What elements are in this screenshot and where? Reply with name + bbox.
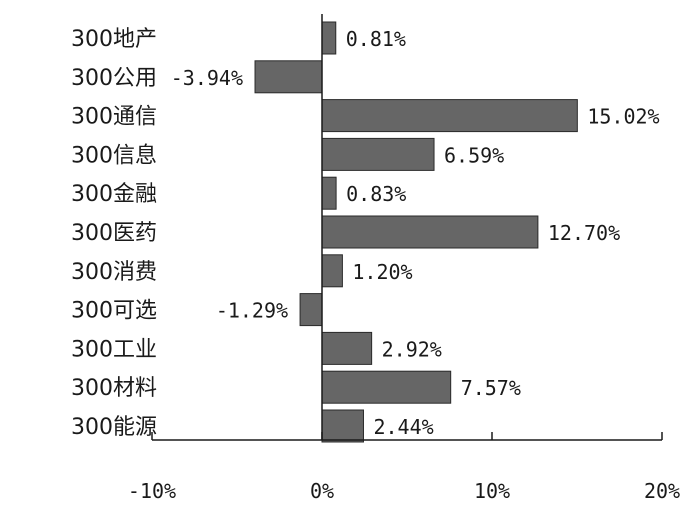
- bar-7: [299, 293, 323, 327]
- bar-5: [321, 215, 539, 249]
- bar-10: [321, 409, 364, 443]
- bar-1: [254, 60, 323, 94]
- category-label: 300能源: [71, 415, 157, 440]
- category-label: 300金融: [71, 182, 157, 207]
- x-tick-label: -10%: [128, 479, 176, 503]
- bar-3: [321, 137, 435, 171]
- x-ticks-group: -10% 0% 10% 20%: [128, 432, 680, 503]
- value-label: 1.20%: [352, 260, 412, 284]
- value-label: 15.02%: [587, 105, 659, 129]
- value-label: 2.44%: [373, 415, 433, 439]
- bar-8: [321, 331, 373, 365]
- value-label: 6.59%: [444, 143, 504, 167]
- x-tick-label: 10%: [474, 479, 510, 503]
- category-label: 300公用: [71, 66, 157, 91]
- category-label: 300医药: [71, 221, 157, 246]
- value-labels-group: 0.81% -3.94% 15.02% 6.59% 0.83% 12.70% 1.20% -1…: [171, 27, 660, 439]
- bar-6: [321, 254, 343, 288]
- category-labels-group: 300地产 300公用 300通信 300信息 300金融 300医药 300消费 300可选…: [71, 27, 157, 440]
- value-label: -1.29%: [216, 299, 288, 323]
- category-label: 300材料: [71, 376, 157, 401]
- bar-2: [321, 99, 578, 133]
- category-label: 300通信: [71, 105, 157, 130]
- value-label: 12.70%: [548, 221, 620, 245]
- bar-9: [321, 370, 452, 404]
- category-label: 300工业: [71, 337, 157, 362]
- value-label: 2.92%: [382, 337, 442, 361]
- category-label: 300消费: [71, 260, 157, 285]
- value-label: 0.83%: [346, 182, 406, 206]
- bar-0: [321, 21, 337, 55]
- category-label: 300可选: [71, 299, 157, 324]
- value-label: 0.81%: [346, 27, 406, 51]
- category-label: 300信息: [71, 143, 157, 168]
- value-label: -3.94%: [171, 66, 243, 90]
- bar-4: [321, 176, 337, 210]
- category-label: 300地产: [71, 27, 157, 52]
- value-label: 7.57%: [461, 376, 521, 400]
- x-tick-label: 20%: [644, 479, 680, 503]
- bars-group: [254, 21, 578, 443]
- x-tick-label: 0%: [310, 479, 334, 503]
